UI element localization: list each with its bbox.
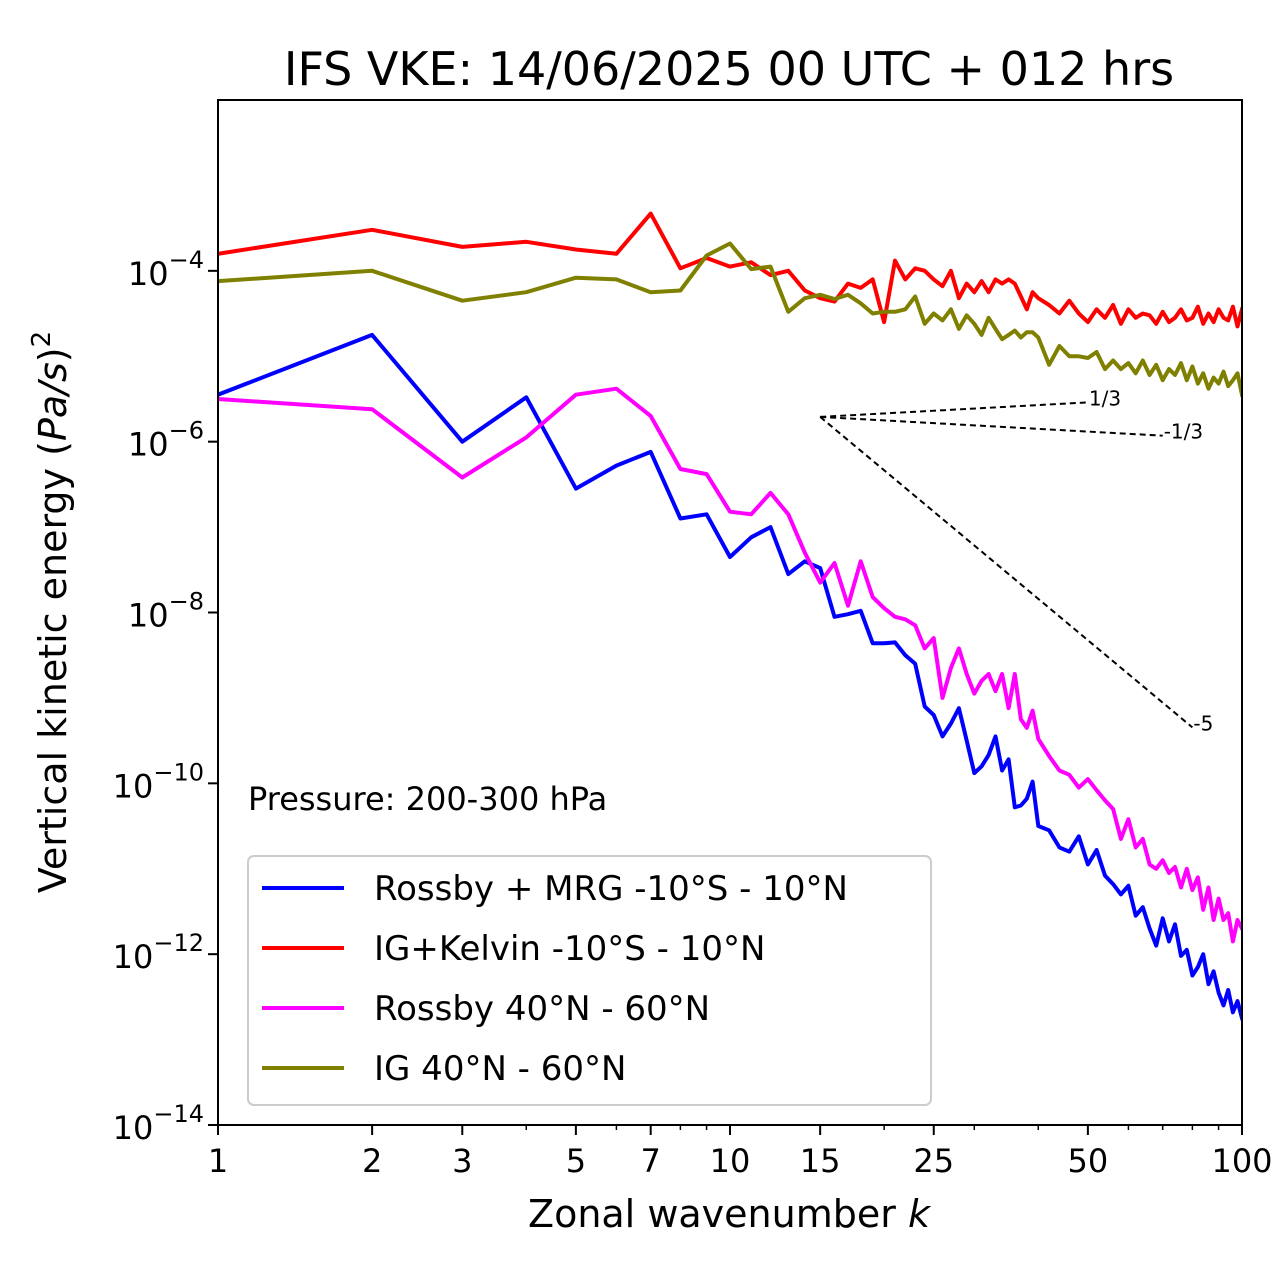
x-tick-label: 3 (452, 1142, 472, 1180)
legend-label-2: IG+Kelvin -10°S - 10°N (374, 929, 765, 969)
reference-line-label-3: -5 (1193, 711, 1213, 735)
x-axis-label-text: Zonal wavenumber (528, 1192, 908, 1236)
reference-line-label-1: 1/3 (1089, 386, 1121, 410)
y-tick-label: 10−10 (113, 758, 204, 805)
y-tick-label: 10−4 (128, 246, 204, 293)
x-tick-label: 15 (800, 1142, 841, 1180)
pressure-annotation: Pressure: 200-300 hPa (248, 780, 607, 818)
reference-line-2 (820, 415, 1163, 437)
x-tick-label: 25 (913, 1142, 954, 1180)
y-tick-label: 10−6 (128, 417, 204, 464)
x-tick-label: 1 (208, 1142, 228, 1180)
x-tick-label: 100 (1211, 1142, 1272, 1180)
series-layer (218, 211, 1242, 1021)
y-axis-label-math: Pa/s (31, 362, 75, 441)
y-axis-label-sup: 2 (27, 331, 57, 348)
legend-box (247, 855, 932, 1106)
y-axis-label-close: ) (31, 347, 75, 362)
legend-label-3: Rossby 40°N - 60°N (374, 989, 710, 1029)
reference-line-1 (820, 401, 1088, 418)
y-tick-label: 10−12 (113, 929, 204, 976)
y-tick-label: 10−8 (128, 588, 204, 635)
y-axis-label-text: Vertical kinetic energy ( (31, 441, 75, 893)
reference-line-3 (819, 416, 1194, 729)
series-line-1 (218, 332, 1242, 1021)
y-axis-label: Vertical kinetic energy (Pa/s)2 (27, 331, 75, 893)
series-line-3 (218, 386, 1242, 944)
y-axis-ticks: 10−14 10−12 10−10 10−8 10−6 10−4 (113, 246, 218, 1147)
reference-slope-lines: 1/3 -1/3 -5 (819, 386, 1213, 735)
legend-label-1: Rossby + MRG -10°S - 10°N (374, 869, 848, 909)
x-tick-label: 10 (710, 1142, 751, 1180)
x-axis-label: Zonal wavenumber k (528, 1192, 932, 1236)
x-axis-ticks: 1 2 3 5 7 10 15 25 50 100 (208, 1125, 1273, 1180)
series-line-4 (218, 241, 1242, 398)
x-axis-label-var: k (908, 1192, 932, 1236)
legend-label-4: IG 40°N - 60°N (374, 1049, 626, 1089)
reference-line-label-2: -1/3 (1164, 420, 1203, 444)
series-line-2 (218, 211, 1242, 329)
legend: Rossby + MRG -10°S - 10°N IG+Kelvin -10°S… (247, 855, 932, 1106)
chart-title: IFS VKE: 14/06/2025 00 UTC + 012 hrs (284, 42, 1174, 96)
y-tick-label: 10−14 (113, 1100, 204, 1147)
x-tick-label: 50 (1068, 1142, 1109, 1180)
x-tick-label: 5 (566, 1142, 586, 1180)
x-tick-label: 2 (362, 1142, 382, 1180)
x-tick-label: 7 (641, 1142, 661, 1180)
